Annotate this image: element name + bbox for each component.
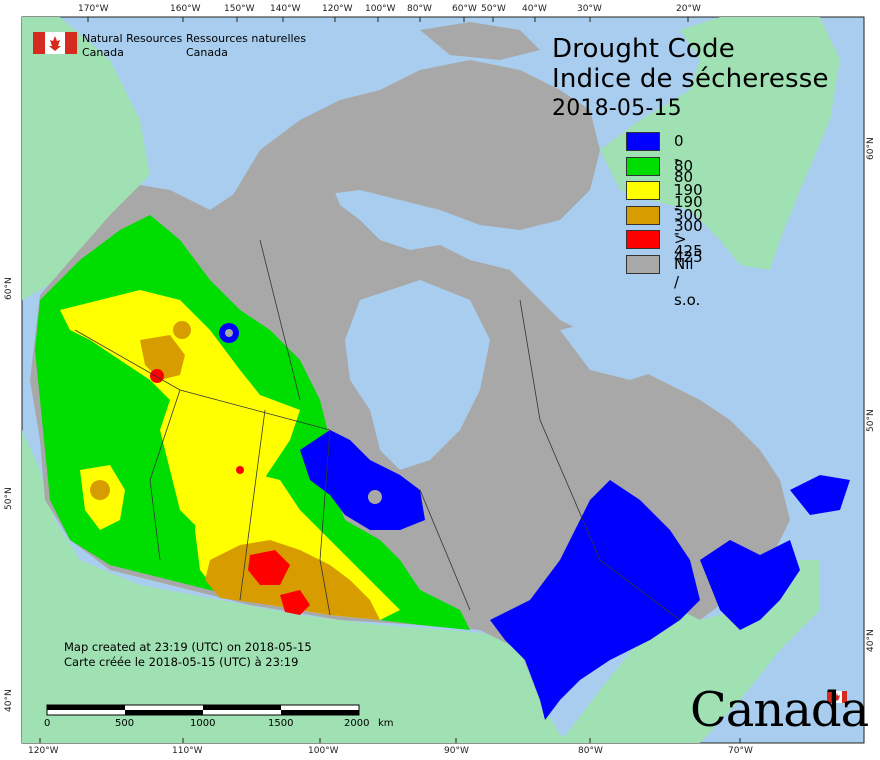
- longitude-label-bottom: 70°W: [728, 746, 753, 756]
- region-red-spot: [236, 466, 244, 474]
- legend-swatch: [626, 230, 660, 249]
- region-orange-prairies: [205, 540, 380, 620]
- legend-swatch: [626, 254, 660, 274]
- latitude-label-left: 40°N: [4, 689, 14, 712]
- wordmark-flag: [827, 691, 847, 703]
- longitude-label-top: 170°W: [78, 4, 109, 14]
- usa-land: [22, 430, 600, 743]
- legend-label: 190 - 300: [674, 181, 703, 235]
- longitude-label-top: 50°W: [481, 4, 506, 14]
- map-title-fr: Indice de sécheresse: [552, 64, 829, 94]
- nrcan-fr-line1: Ressources naturelles: [186, 32, 307, 45]
- hudson-bay: [345, 280, 490, 470]
- legend-swatch: [626, 181, 660, 200]
- longitude-label-top: 120°W: [322, 4, 353, 14]
- longitude-label-top: 20°W: [676, 4, 701, 14]
- nrcan-en-line1: Natural Resources: [82, 32, 183, 45]
- map-date: 2018-05-15: [552, 96, 682, 121]
- scale-label-500: 500: [115, 718, 135, 729]
- credit-en: Map created at 23:19 (UTC) on 2018-05-15: [64, 640, 312, 654]
- credit-fr: Carte créée le 2018-05-15 (UTC) à 23:19: [64, 655, 299, 669]
- nrcan-fr-line2: Canada: [186, 46, 228, 59]
- longitude-label-top: 140°W: [270, 4, 301, 14]
- lake-spot: [225, 329, 233, 337]
- legend-swatch: [626, 132, 660, 151]
- alaska-land: [22, 17, 150, 300]
- scale-label-0: 0: [44, 718, 51, 729]
- longitude-label-top: 60°W: [452, 4, 477, 14]
- latitude-label-right: 40°N: [866, 629, 876, 652]
- region-red-nwt: [150, 369, 164, 383]
- provincial-borders: [74, 239, 681, 621]
- legend-swatch: [626, 156, 660, 176]
- longitude-label-top: 100°W: [365, 4, 396, 14]
- latitude-label-left: 60°N: [4, 277, 14, 300]
- latitude-label-right: 50°N: [866, 409, 876, 432]
- longitude-label-top: 40°W: [522, 4, 547, 14]
- graticule-ticks: [39, 17, 741, 743]
- nrcan-fr-label: Ressources naturelles Canada: [186, 32, 306, 60]
- longitude-label-top: 30°W: [577, 4, 602, 14]
- longitude-label-top: 150°W: [224, 4, 255, 14]
- nrcan-en-label: Natural Resources Canada: [82, 32, 182, 60]
- region-blue-maritimes: [700, 540, 800, 630]
- nrcan-en-line2: Canada: [82, 46, 124, 59]
- legend-label: 300 - 425: [674, 205, 703, 260]
- longitude-label-top: 80°W: [407, 4, 432, 14]
- legend-label: > 425: [674, 230, 703, 266]
- scale-label-1000: 1000: [190, 718, 216, 729]
- nrcan-flag: [33, 32, 77, 54]
- lake-spot-manitoba: [368, 490, 382, 504]
- quebec-labrador-nil: [460, 280, 720, 570]
- ellesmere-island: [420, 22, 540, 60]
- scale-label-1500: 1500: [268, 718, 294, 729]
- longitude-label-bottom: 90°W: [444, 746, 469, 756]
- longitude-label-bottom: 100°W: [308, 746, 339, 756]
- longitude-label-bottom: 120°W: [28, 746, 59, 756]
- region-red-prairies-2: [280, 590, 310, 615]
- scale-bar: [46, 704, 360, 716]
- ungava-bay: [560, 320, 660, 380]
- greenland-land: [600, 17, 840, 270]
- region-orange-bc: [90, 480, 110, 500]
- region-red-prairies-1: [248, 550, 290, 585]
- longitude-label-bottom: 110°W: [172, 746, 203, 756]
- region-orange-nwt: [140, 335, 185, 380]
- longitude-label-top: 160°W: [170, 4, 201, 14]
- region-blue-newfoundland: [790, 475, 850, 515]
- longitude-label-bottom: 80°W: [578, 746, 603, 756]
- region-blue-quebec-ontario: [490, 480, 700, 720]
- map-title-en: Drought Code: [552, 34, 735, 64]
- scale-label-2000: 2000: [344, 718, 370, 729]
- arctic-islands: [230, 60, 600, 230]
- scale-unit: km: [378, 718, 394, 729]
- latitude-label-left: 50°N: [4, 487, 14, 510]
- canada-wordmark: Canada: [690, 682, 869, 738]
- legend-swatch: [626, 205, 660, 225]
- legend-label: 0 - 80: [674, 132, 694, 186]
- region-blue-manitoba: [300, 430, 425, 530]
- legend-label: Nil / s.o.: [674, 254, 701, 309]
- latitude-label-right: 60°N: [866, 137, 876, 160]
- region-orange-spot: [173, 321, 191, 339]
- legend-label: 80 - 190: [674, 156, 703, 211]
